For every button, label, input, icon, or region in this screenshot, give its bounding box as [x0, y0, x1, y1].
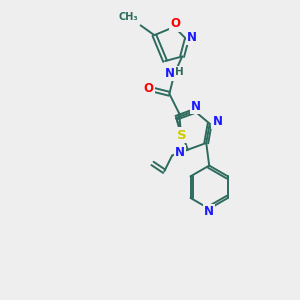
Text: S: S — [177, 128, 187, 142]
Text: N: N — [204, 205, 214, 218]
Text: N: N — [190, 100, 201, 112]
Text: CH₃: CH₃ — [118, 12, 138, 22]
Text: N: N — [187, 31, 196, 44]
Text: N: N — [175, 146, 185, 159]
Text: H: H — [175, 67, 184, 77]
Text: O: O — [144, 82, 154, 95]
Text: N: N — [212, 115, 223, 128]
Text: O: O — [170, 17, 180, 31]
Text: N: N — [165, 67, 175, 80]
